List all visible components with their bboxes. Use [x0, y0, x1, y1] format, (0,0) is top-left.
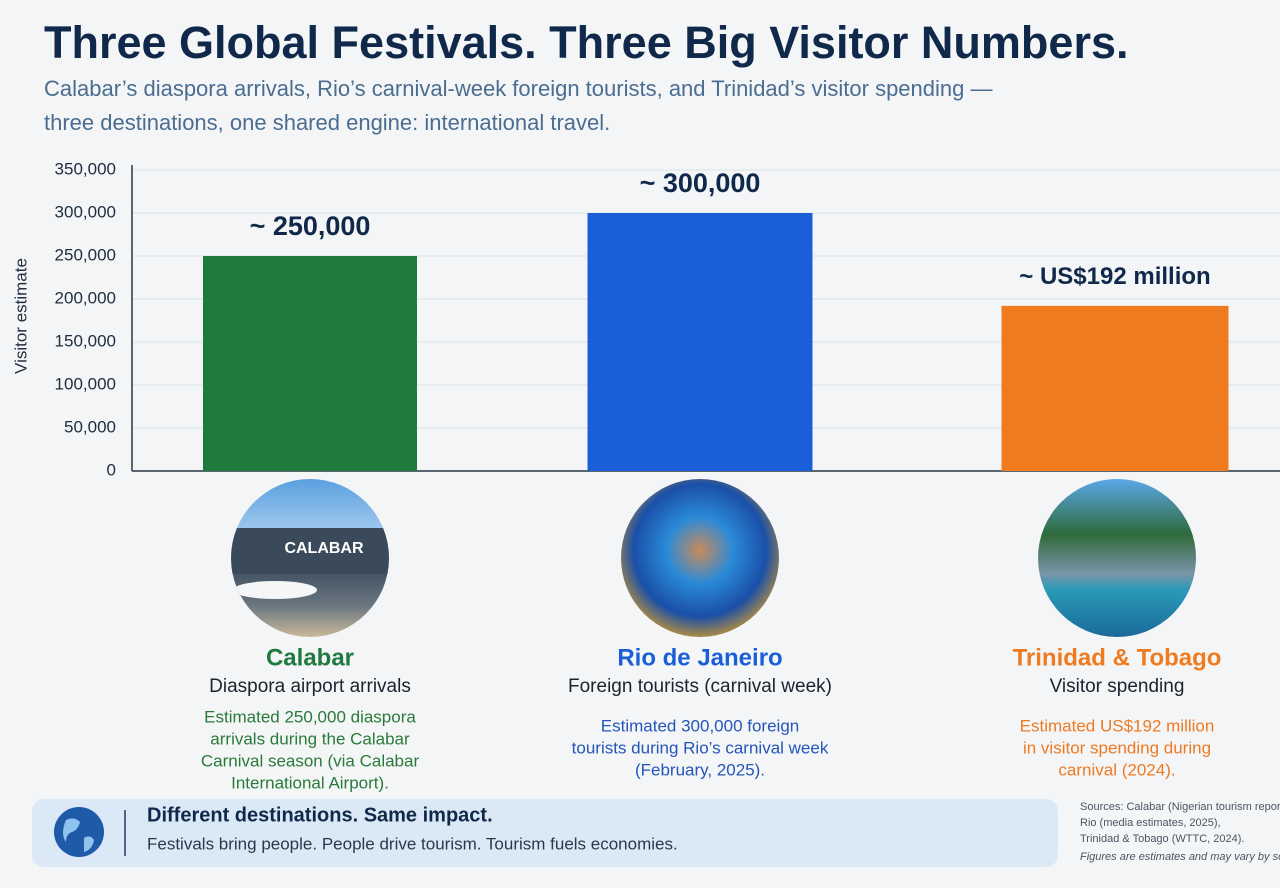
subtitle: Calabar’s diaspora arrivals, Rio’s carni… [44, 76, 992, 101]
source-note: Rio (media estimates, 2025), [1080, 817, 1221, 829]
banner [32, 799, 1058, 867]
value-label: ~ US$192 million [1019, 263, 1210, 290]
value-label: ~ 300,000 [640, 168, 761, 198]
banner-text: Festivals bring people. People drive tou… [147, 834, 678, 853]
source-note: Sources: Calabar (Nigerian tourism repor… [1080, 801, 1280, 813]
y-tick-label: 350,000 [55, 159, 116, 178]
card-description: tourists during Rio’s carnival week [572, 738, 829, 757]
globe-land [63, 818, 94, 852]
card-subtitle: Foreign tourists (carnival week) [568, 676, 832, 697]
y-tick-label: 250,000 [55, 245, 116, 264]
source-note: Trinidad & Tobago (WTTC, 2024). [1080, 833, 1244, 845]
subtitle: three destinations, one shared engine: i… [44, 110, 610, 135]
y-tick-label: 100,000 [55, 374, 116, 393]
photo: CALABAR [231, 479, 389, 637]
photo-label: CALABAR [284, 540, 364, 557]
card-subtitle: Visitor spending [1050, 676, 1185, 697]
bar [587, 213, 813, 471]
card-description: carnival (2024). [1058, 760, 1175, 779]
bar [1001, 305, 1229, 471]
card-description: Estimated 250,000 diaspora [204, 707, 416, 726]
y-tick-label: 50,000 [64, 417, 116, 436]
source-note: Figures are estimates and may vary by so… [1080, 851, 1280, 863]
value-label: ~ 250,000 [250, 211, 371, 241]
card-title: Calabar [266, 644, 354, 671]
card-description: International Airport). [231, 773, 389, 792]
card-description: (February, 2025). [635, 760, 765, 779]
card-description: Estimated US$192 million [1020, 716, 1215, 735]
y-tick-label: 150,000 [55, 331, 116, 350]
card-description: in visitor spending during [1023, 738, 1211, 757]
card-description: Estimated 300,000 foreign [601, 716, 799, 735]
photo [621, 479, 779, 637]
card-subtitle: Diaspora airport arrivals [209, 676, 411, 697]
title: Three Global Festivals. Three Big Visito… [44, 17, 1128, 68]
y-axis-label: Visitor estimate [11, 258, 30, 374]
y-tick-label: 300,000 [55, 202, 116, 221]
y-tick-label: 200,000 [55, 288, 116, 307]
card-description: Carnival season (via Calabar [201, 751, 420, 770]
card-title: Rio de Janeiro [617, 644, 782, 671]
globe-icon [54, 807, 104, 857]
card-title: Trinidad & Tobago [1013, 644, 1222, 671]
banner-title: Different destinations. Same impact. [147, 804, 493, 826]
card-description: arrivals during the Calabar [210, 729, 410, 748]
photo [1038, 479, 1196, 637]
y-tick-label: 0 [107, 460, 116, 479]
bar [203, 256, 417, 471]
